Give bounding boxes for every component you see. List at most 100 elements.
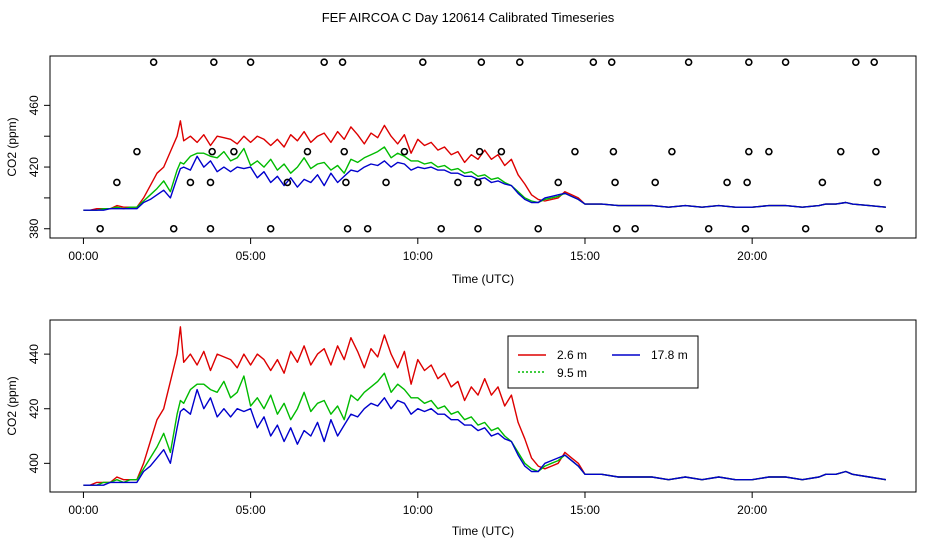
top-cal-marker [338, 58, 347, 66]
top-series-2-6m [83, 120, 886, 211]
top-y-axis: 380 420 460 [27, 95, 50, 239]
bottom-y-tick-label: 440 [27, 344, 41, 364]
top-cal-marker [668, 147, 676, 156]
top-cal-marker [801, 224, 810, 233]
top-cal-marker [704, 224, 713, 233]
bottom-series-2-6m [83, 326, 887, 486]
top-cal-marker [497, 147, 506, 156]
top-cal-marker [149, 58, 158, 66]
bottom-y-tick-label: 420 [27, 398, 41, 418]
bottom-series-17-8m [83, 388, 887, 486]
bottom-x-tick-label: 20:00 [737, 503, 767, 517]
top-cal-marker [745, 147, 753, 156]
top-cal-marker [631, 224, 639, 233]
bottom-y-axis-label: CO2 (ppm) [5, 376, 19, 435]
top-cal-marker [745, 58, 753, 66]
top-cal-marker [113, 178, 121, 187]
top-cal-marker [781, 58, 790, 66]
top-x-tick-label: 05:00 [236, 249, 266, 263]
top-cal-marker [873, 178, 882, 187]
top-x-axis-label: Time (UTC) [452, 272, 514, 286]
top-cal-marker [765, 147, 773, 156]
top-cal-marker [571, 147, 579, 156]
bottom-panel: 00:00 05:00 10:00 15:00 20:00 400 420 440 Time… [5, 319, 917, 538]
top-cal-marker [554, 178, 563, 187]
top-cal-marker [818, 178, 827, 187]
top-cal-marker [612, 224, 621, 233]
top-cal-marker [342, 178, 350, 187]
bottom-series-9-5m [83, 372, 887, 486]
top-cal-marker [320, 58, 328, 66]
top-cal-marker [474, 178, 482, 187]
top-cal-marker [283, 178, 292, 187]
legend-label-2-6m: 2.6 m [557, 348, 587, 362]
legend-box [507, 335, 699, 389]
top-x-tick-label: 10:00 [403, 249, 433, 263]
top-series-17-8m [83, 155, 886, 211]
bottom-series-group [83, 326, 887, 486]
bottom-x-tick-label: 05:00 [236, 503, 266, 517]
legend-label-9-5m: 9.5 m [557, 366, 587, 380]
bottom-plot-frame [49, 319, 917, 493]
top-cal-marker [382, 178, 390, 187]
top-cal-marker [419, 58, 427, 66]
top-cal-marker [836, 147, 845, 156]
top-cal-marker [206, 178, 215, 187]
top-cal-marker [475, 147, 484, 156]
top-cal-marker [872, 147, 880, 156]
chart-title: FEF AIRCOA C Day 120614 Calibrated Times… [322, 10, 615, 25]
top-y-tick-label: 460 [27, 95, 41, 115]
top-y-axis-label: CO2 (ppm) [5, 117, 19, 176]
top-cal-marker [96, 224, 104, 233]
legend: 2.6 m 9.5 m 17.8 m [507, 335, 699, 389]
bottom-x-axis-label: Time (UTC) [452, 524, 514, 538]
top-cal-marker [246, 58, 255, 66]
top-cal-marker [875, 224, 884, 233]
top-cal-marker [684, 58, 693, 66]
top-cal-marker [303, 147, 312, 156]
top-cal-marker [607, 58, 616, 66]
bottom-x-tick-label: 15:00 [570, 503, 600, 517]
top-marker-group [96, 58, 884, 233]
top-cal-marker [363, 224, 372, 233]
top-x-tick-label: 15:00 [570, 249, 600, 263]
top-cal-marker [515, 58, 524, 66]
top-cal-marker [206, 224, 215, 233]
legend-label-17-8m: 17.8 m [651, 348, 688, 362]
top-cal-marker [343, 224, 352, 233]
top-cal-marker [437, 224, 446, 233]
top-cal-marker [611, 178, 619, 187]
top-cal-marker [743, 178, 751, 187]
top-y-tick-label: 380 [27, 218, 41, 238]
bottom-x-axis: 00:00 05:00 10:00 15:00 20:00 [68, 492, 768, 517]
top-plot-frame [49, 55, 917, 239]
top-x-tick-label: 00:00 [68, 249, 98, 263]
top-cal-marker [340, 147, 349, 156]
top-cal-marker [208, 147, 216, 156]
top-cal-marker [723, 178, 731, 187]
bottom-x-tick-label: 10:00 [403, 503, 433, 517]
top-cal-marker [589, 58, 598, 66]
top-cal-marker [741, 224, 750, 233]
top-cal-marker [870, 58, 879, 66]
bottom-y-tick-label: 400 [27, 453, 41, 473]
top-panel: 00:00 05:00 10:00 15:00 20:00 380 420 460 Time… [5, 55, 917, 286]
top-series-group [83, 120, 886, 211]
bottom-y-axis: 400 420 440 [27, 344, 50, 473]
top-cal-marker [477, 58, 486, 66]
top-cal-marker [210, 58, 218, 66]
top-cal-marker [534, 224, 542, 233]
top-y-tick-label: 420 [27, 157, 41, 177]
top-cal-marker [609, 147, 618, 156]
top-cal-marker [474, 224, 482, 233]
top-cal-marker [454, 178, 462, 187]
top-x-axis: 00:00 05:00 10:00 15:00 20:00 [68, 238, 768, 263]
top-cal-marker [169, 224, 178, 233]
top-cal-marker [186, 178, 195, 187]
top-cal-marker [400, 147, 409, 156]
top-cal-marker [230, 147, 238, 156]
bottom-x-tick-label: 00:00 [68, 503, 98, 517]
top-cal-marker [133, 147, 141, 156]
top-cal-marker [852, 58, 860, 66]
